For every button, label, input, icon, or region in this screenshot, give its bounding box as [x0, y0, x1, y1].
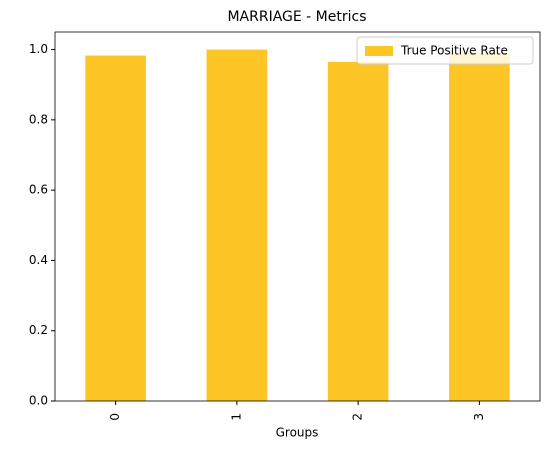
- bar: [85, 55, 146, 401]
- bar: [449, 53, 510, 401]
- x-tick-label: 1: [229, 413, 243, 421]
- y-tick-label: 0.4: [29, 253, 48, 267]
- legend-box: [356, 36, 534, 65]
- bar: [327, 61, 389, 401]
- y-tick-label: 0.6: [29, 183, 48, 197]
- legend-swatch: [365, 46, 393, 56]
- y-tick-label: 0.0: [29, 394, 48, 408]
- chart-title: MARRIAGE - Metrics: [227, 9, 366, 25]
- y-tick-label: 0.8: [29, 112, 48, 126]
- legend-label: True Positive Rate: [400, 44, 508, 58]
- x-tick-label: 2: [351, 413, 365, 421]
- y-tick-label: 1.0: [29, 42, 48, 56]
- x-tick-label: 0: [108, 413, 122, 421]
- bar: [206, 49, 268, 401]
- x-tick-label: 3: [472, 413, 486, 421]
- y-tick-label: 0.2: [29, 323, 48, 337]
- plot-frame: [54, 31, 541, 402]
- x-axis-label: Groups: [276, 426, 319, 440]
